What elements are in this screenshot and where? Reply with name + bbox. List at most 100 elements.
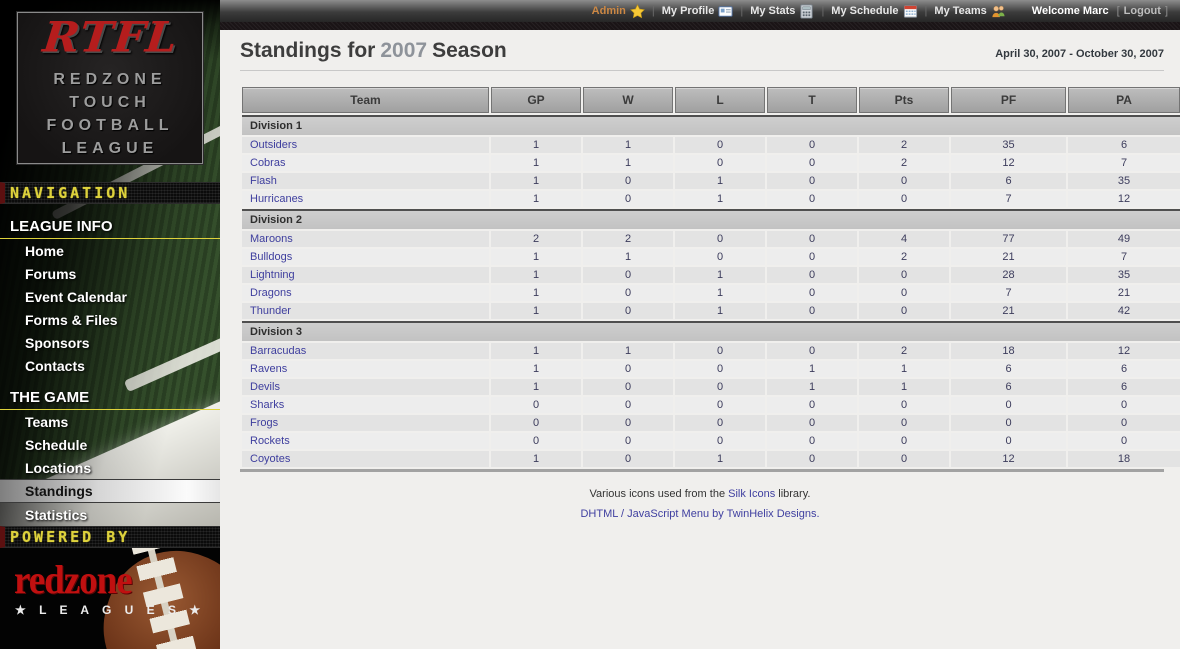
col-header-l[interactable]: L xyxy=(675,87,765,113)
stat-cell-l: 0 xyxy=(675,379,765,395)
sidebar-item-forums[interactable]: Forums xyxy=(25,266,77,282)
calculator-icon xyxy=(799,3,814,19)
stat-cell-w: 0 xyxy=(583,397,673,413)
division-name: Division 3 xyxy=(242,321,1180,341)
stat-cell-l: 0 xyxy=(675,137,765,153)
team-link[interactable]: Barracudas xyxy=(250,345,307,357)
stat-cell-l: 1 xyxy=(675,191,765,207)
silk-icons-link[interactable]: Silk Icons xyxy=(728,488,776,500)
stat-cell-pf: 12 xyxy=(951,451,1066,467)
stat-cell-pf: 21 xyxy=(951,249,1066,265)
menu-item-admin[interactable]: Admin xyxy=(592,3,645,19)
col-header-pf[interactable]: PF xyxy=(951,87,1066,113)
team-cell: Devils xyxy=(242,379,489,395)
stat-cell-gp: 1 xyxy=(491,267,581,283)
stat-cell-pf: 0 xyxy=(951,415,1066,431)
team-link[interactable]: Bulldogs xyxy=(250,251,293,263)
team-link[interactable]: Sharks xyxy=(250,399,285,411)
team-cell: Dragons xyxy=(242,285,489,301)
stat-cell-pa: 6 xyxy=(1068,137,1180,153)
division-header-row: Division 1 xyxy=(242,115,1180,135)
menu-separator: | xyxy=(924,5,928,17)
sidebar-item-sponsors[interactable]: Sponsors xyxy=(25,335,90,351)
sidebar-item-contacts[interactable]: Contacts xyxy=(25,358,85,374)
bracket: [ xyxy=(1116,5,1120,17)
sidebar-item-standings[interactable]: Standings xyxy=(0,479,220,503)
sidebar-item-statistics[interactable]: Statistics xyxy=(25,507,88,523)
col-header-gp[interactable]: GP xyxy=(491,87,581,113)
stat-cell-l: 0 xyxy=(675,231,765,247)
logout-link[interactable]: Logout xyxy=(1123,5,1161,17)
topbar-texture-strip xyxy=(220,22,1180,30)
team-link[interactable]: Rockets xyxy=(250,435,290,447)
table-row: Ravens 1 0 0 1 1 6 6 xyxy=(242,361,1180,377)
menu-item-my-teams[interactable]: My Teams xyxy=(934,4,1005,19)
stat-cell-pf: 7 xyxy=(951,191,1066,207)
league-logo-acronym: RTFL xyxy=(40,12,180,62)
stat-cell-pf: 35 xyxy=(951,137,1066,153)
stat-cell-pf: 12 xyxy=(951,155,1066,171)
stat-cell-pts: 0 xyxy=(859,451,949,467)
sidebar: RTFL REDZONE TOUCH FOOTBALL LEAGUE NAVIG… xyxy=(0,0,220,649)
table-row: Cobras 1 1 0 0 2 12 7 xyxy=(242,155,1180,171)
stat-cell-w: 1 xyxy=(583,343,673,359)
title-prefix: Standings for xyxy=(240,39,376,62)
stat-cell-t: 0 xyxy=(767,303,857,319)
stat-cell-pts: 0 xyxy=(859,415,949,431)
menu-item-my-profile[interactable]: My Profile xyxy=(662,4,734,19)
stat-cell-gp: 1 xyxy=(491,379,581,395)
redzone-leagues-logo[interactable]: redzone xyxy=(14,558,133,603)
team-link[interactable]: Outsiders xyxy=(250,139,298,151)
col-header-t[interactable]: T xyxy=(767,87,857,113)
sidebar-item-home[interactable]: Home xyxy=(25,243,64,259)
stat-cell-gp: 1 xyxy=(491,303,581,319)
sidebar-item-schedule[interactable]: Schedule xyxy=(25,437,88,453)
stat-cell-pa: 0 xyxy=(1068,397,1180,413)
stat-cell-pf: 77 xyxy=(951,231,1066,247)
stat-cell-gp: 1 xyxy=(491,191,581,207)
sidebar-item-event-calendar[interactable]: Event Calendar xyxy=(25,289,127,305)
stat-cell-pa: 49 xyxy=(1068,231,1180,247)
stat-cell-w: 0 xyxy=(583,285,673,301)
stat-cell-t: 0 xyxy=(767,231,857,247)
league-logo[interactable]: RTFL REDZONE TOUCH FOOTBALL LEAGUE xyxy=(16,11,204,165)
menu-item-my-schedule[interactable]: My Schedule xyxy=(831,4,917,19)
stat-cell-pf: 6 xyxy=(951,379,1066,395)
stat-cell-pf: 18 xyxy=(951,343,1066,359)
sidebar-item-locations[interactable]: Locations xyxy=(25,460,92,476)
team-link[interactable]: Thunder xyxy=(250,305,291,317)
team-link[interactable]: Maroons xyxy=(250,233,293,245)
sidebar-item-forms-files[interactable]: Forms & Files xyxy=(25,312,118,328)
col-header-team[interactable]: Team xyxy=(242,87,489,113)
stat-cell-gp: 1 xyxy=(491,137,581,153)
team-link[interactable]: Lightning xyxy=(250,269,295,281)
team-link[interactable]: Coyotes xyxy=(250,453,291,465)
stat-cell-l: 0 xyxy=(675,155,765,171)
menu-label: My Profile xyxy=(661,5,715,17)
stat-cell-t: 0 xyxy=(767,285,857,301)
side-nav: LEAGUE INFO Home Forums Event Calendar Forms… xyxy=(0,204,220,526)
team-link[interactable]: Ravens xyxy=(250,363,288,375)
vcard-icon xyxy=(718,4,733,19)
table-header-row: Team GP W L T Pts PF PA xyxy=(242,87,1180,113)
stat-cell-gp: 1 xyxy=(491,249,581,265)
team-link[interactable]: Flash xyxy=(250,175,277,187)
star-icon xyxy=(630,3,645,19)
team-link[interactable]: Devils xyxy=(250,381,280,393)
stat-cell-gp: 1 xyxy=(491,343,581,359)
credit-text: library. xyxy=(775,488,811,500)
sidebar-item-teams[interactable]: Teams xyxy=(25,414,69,430)
twinhelix-link[interactable]: DHTML / JavaScript Menu by TwinHelix Des… xyxy=(580,507,820,520)
team-link[interactable]: Frogs xyxy=(250,417,279,429)
stat-cell-l: 0 xyxy=(675,361,765,377)
menu-label: My Stats xyxy=(750,5,796,17)
team-link[interactable]: Cobras xyxy=(250,157,286,169)
menu-item-my-stats[interactable]: My Stats xyxy=(750,3,814,19)
col-header-w[interactable]: W xyxy=(583,87,673,113)
col-header-pts[interactable]: Pts xyxy=(859,87,949,113)
col-header-pa[interactable]: PA xyxy=(1068,87,1180,113)
team-link[interactable]: Hurricanes xyxy=(250,193,304,205)
stat-cell-t: 0 xyxy=(767,415,857,431)
stat-cell-w: 0 xyxy=(583,267,673,283)
team-link[interactable]: Dragons xyxy=(250,287,292,299)
